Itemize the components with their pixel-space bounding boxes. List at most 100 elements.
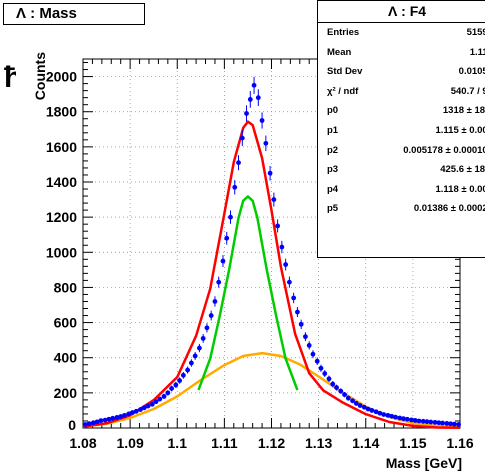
stats-row: Std Dev 0.01055 — [318, 62, 485, 82]
stats-row: Mean 1.116 — [318, 43, 485, 63]
data-point — [86, 421, 92, 427]
x-tick-label: 1.15 — [399, 435, 426, 451]
data-point — [385, 412, 391, 418]
y-tick-label: 400 — [54, 350, 78, 366]
y-tick-label: 200 — [54, 385, 78, 401]
data-point — [436, 420, 442, 426]
stats-row: p3 425.6 ± 18.9 — [318, 160, 485, 180]
data-point — [204, 325, 210, 331]
data-point — [138, 407, 143, 412]
data-point — [141, 405, 147, 411]
data-point — [200, 335, 206, 341]
y-tick-label: 1200 — [46, 209, 77, 225]
data-point — [216, 279, 222, 285]
data-point — [220, 258, 226, 264]
data-point — [180, 372, 186, 378]
stats-value: 1.118 ± 0.000 — [435, 183, 485, 195]
data-point — [357, 403, 363, 408]
y-tick-label: 600 — [54, 315, 78, 331]
histogram-title-text: Λ : Mass — [16, 5, 77, 22]
y-zero-label: 0 — [68, 417, 76, 433]
data-point — [98, 418, 104, 424]
data-point — [185, 367, 191, 373]
data-point — [271, 197, 277, 202]
x-tick-label: 1.1 — [168, 435, 188, 451]
data-point — [208, 313, 214, 318]
data-point — [279, 244, 285, 250]
data-point — [350, 398, 355, 404]
stats-value: 425.6 ± 18.9 — [440, 164, 485, 176]
data-point — [444, 421, 450, 426]
stats-value: 1318 ± 18.2 — [442, 105, 485, 117]
stats-rows: Entries 51595 Mean 1.116 Std Dev 0.01055 χ² / … — [318, 23, 485, 219]
data-point — [298, 321, 304, 327]
y-tick-label: 1400 — [46, 174, 77, 190]
data-point — [94, 419, 100, 425]
data-point — [228, 214, 233, 220]
data-point — [322, 371, 328, 376]
data-point — [106, 416, 112, 422]
data-point — [259, 118, 265, 123]
data-point — [247, 97, 253, 102]
data-point — [130, 410, 135, 415]
data-point — [90, 420, 96, 426]
data-point — [416, 418, 422, 424]
data-point — [126, 411, 132, 417]
fit-curve-signal — [197, 195, 299, 391]
data-point — [389, 413, 395, 419]
data-point — [424, 419, 430, 425]
data-point — [145, 403, 151, 409]
data-point — [334, 385, 339, 390]
data-point — [291, 295, 297, 301]
x-axis-label: Mass [GeV] — [386, 455, 462, 471]
data-point — [306, 343, 312, 348]
fit-curves — [82, 120, 461, 430]
stats-value: 1.116 — [469, 46, 485, 58]
data-point — [456, 422, 461, 427]
data-point — [133, 408, 139, 414]
stats-value: 0.01386 ± 0.00020 — [413, 203, 485, 215]
data-point — [440, 420, 445, 426]
x-tick-label: 1.08 — [69, 435, 96, 451]
data-point — [212, 299, 218, 304]
data-point — [377, 410, 383, 416]
stats-key: p0 — [327, 105, 339, 117]
data-point — [345, 395, 351, 401]
fit-curve-total — [82, 120, 461, 430]
stats-value: 540.7 / 94 — [450, 85, 485, 97]
data-point — [275, 223, 281, 229]
stats-value: 51595 — [466, 27, 485, 38]
data-point — [287, 279, 292, 285]
data-point — [102, 417, 108, 423]
y-axis-label: Counts — [32, 52, 48, 100]
data-point — [177, 378, 183, 383]
x-tick-label: 1.16 — [446, 435, 473, 451]
data-point — [188, 360, 194, 366]
data-point — [342, 392, 347, 398]
data-point — [361, 404, 367, 410]
data-point — [244, 111, 249, 116]
data-point — [165, 390, 171, 396]
data-point — [401, 416, 406, 422]
stats-key: p5 — [327, 203, 339, 215]
data-point — [149, 401, 155, 407]
stats-box: Λ : F4 Entries 51595 Mean 1.116 Std Dev 0.010… — [317, 0, 485, 258]
data-point — [451, 421, 457, 427]
data-point — [393, 414, 398, 420]
data-point — [118, 414, 124, 419]
data-point — [432, 419, 438, 425]
data-point — [122, 412, 127, 418]
stats-value: 0.01055 — [458, 66, 485, 78]
x-tick-label: 1.12 — [258, 435, 285, 451]
data-point — [153, 399, 159, 405]
x-tick-label: 1.14 — [352, 435, 379, 451]
fit-curve-background — [82, 351, 461, 429]
stats-row: p5 0.01386 ± 0.00020 — [318, 199, 485, 219]
data-point — [326, 376, 332, 382]
side-mark: ħ — [4, 63, 16, 94]
data-points — [82, 76, 461, 427]
data-point — [373, 409, 379, 415]
data-point — [224, 235, 230, 241]
data-point — [295, 309, 300, 315]
